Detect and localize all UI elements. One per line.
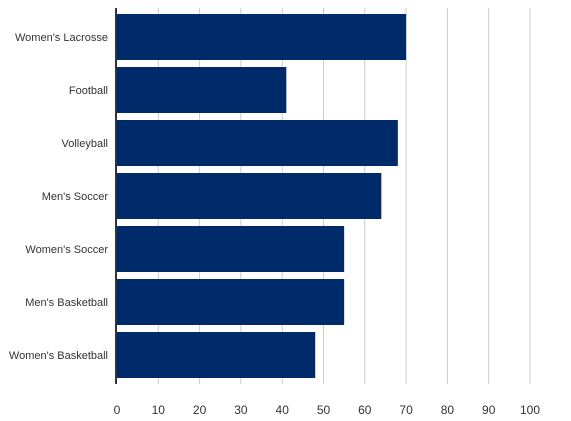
x-tick-label: 20 <box>193 403 207 417</box>
bar <box>117 332 316 378</box>
category-label: Men's Basketball <box>25 297 108 309</box>
bar <box>117 279 345 325</box>
category-label: Women's Lacrosse <box>15 32 108 44</box>
category-label: Women's Basketball <box>9 350 108 362</box>
x-tick-label: 100 <box>520 403 540 417</box>
category-label: Football <box>69 85 108 97</box>
category-label: Volleyball <box>62 138 108 150</box>
x-tick-label: 0 <box>114 403 121 417</box>
bar <box>117 120 398 166</box>
bar <box>117 226 345 272</box>
x-tick-label: 50 <box>317 403 331 417</box>
bars <box>117 14 407 378</box>
bar <box>117 14 407 60</box>
x-tick-label: 90 <box>482 403 496 417</box>
x-tick-label: 10 <box>152 403 166 417</box>
x-tick-labels: 0 10 20 30 40 50 60 70 80 90 100 <box>114 403 541 417</box>
x-tick-label: 80 <box>441 403 455 417</box>
category-labels: Women's Lacrosse Football Volleyball Men's … <box>9 32 108 362</box>
x-tick-label: 30 <box>234 403 248 417</box>
x-tick-label: 70 <box>399 403 413 417</box>
bar <box>117 67 287 113</box>
category-label: Women's Soccer <box>25 244 108 256</box>
x-tick-label: 40 <box>276 403 290 417</box>
category-label: Men's Soccer <box>42 191 109 203</box>
x-tick-label: 60 <box>358 403 372 417</box>
bar <box>117 173 382 219</box>
